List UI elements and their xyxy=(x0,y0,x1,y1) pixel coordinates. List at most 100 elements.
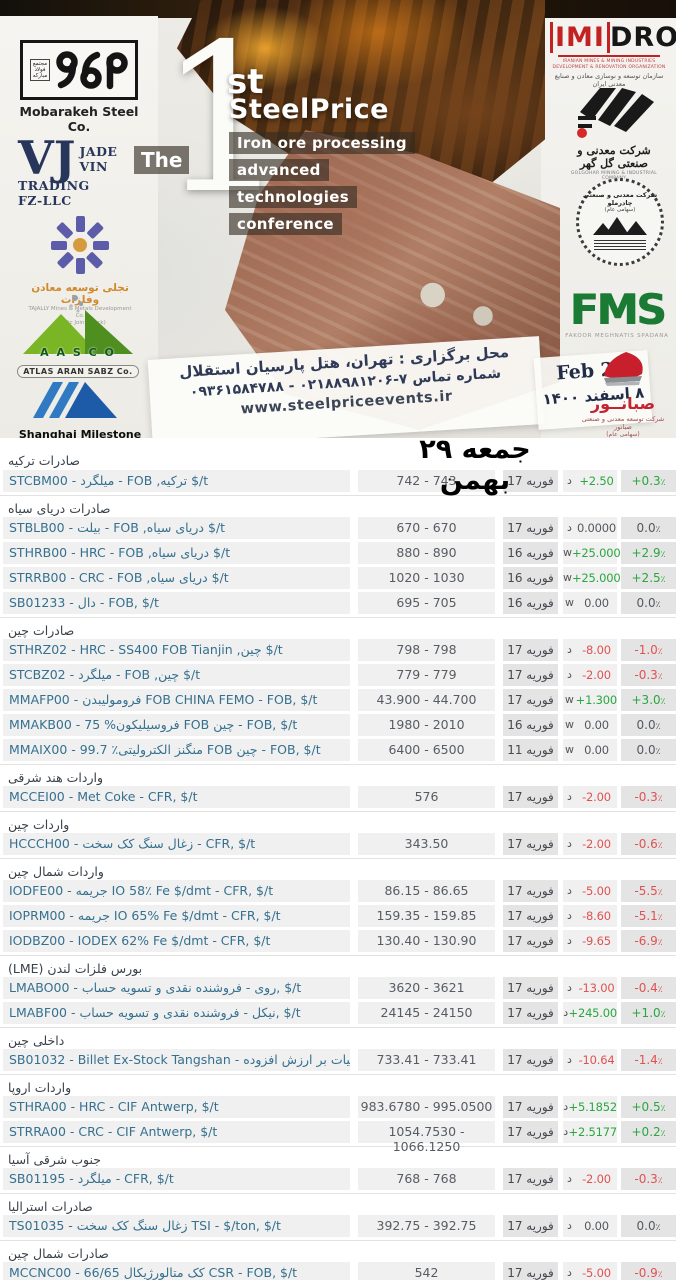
change-percent: +0.5٪ xyxy=(621,1096,676,1118)
price-range: 670 - 670 xyxy=(358,517,495,539)
price-row[interactable]: STHRZ02 - HRC - SS400 FOB Tianjin ,چین $… xyxy=(3,639,676,661)
change-percent-value: +3.0 xyxy=(631,693,661,707)
change-value: +2.50 xyxy=(579,474,614,488)
assessment-date: فوریه 16 xyxy=(503,592,558,614)
change-percent: +2.5٪ xyxy=(621,567,676,589)
change-value: -2.00 xyxy=(582,668,611,682)
logo-jade-vin-trading: VJ JADE VIN TRADING FZ-LLC xyxy=(18,131,148,208)
frequency-flag: w xyxy=(563,571,572,584)
frequency-and-change: د -5.00 xyxy=(563,880,617,902)
section-header: بورس فلزات لندن (LME) xyxy=(0,955,676,977)
price-range: 159.35 - 159.85 xyxy=(358,905,495,927)
price-row[interactable]: LMABO00 - روی - فروشنده نقدی و تسویه حسا… xyxy=(3,977,676,999)
change-percent-value: -0.9 xyxy=(634,1266,658,1280)
frequency-flag: د xyxy=(567,1172,572,1185)
price-row[interactable]: IODBZ00 - IODEX 62% Fe $/dmt - CFR, $/t … xyxy=(3,930,676,952)
change-percent-value: +2.5 xyxy=(631,571,661,585)
section-title: صادرات چین xyxy=(8,623,75,638)
logo-chadormalu: شرکت معدنی و صنعتی چادرملو (سهامی عام) xyxy=(572,178,668,266)
price-row[interactable]: MMAIX00 - 99.7 ٪منگنز الکترولیتی FOB چین… xyxy=(3,739,676,761)
change-percent-value: +0.5 xyxy=(631,1100,661,1114)
change-percent-value: -5.5 xyxy=(634,884,658,898)
tajally-subcaption: TAJALLY Mines & Metals Development Co. xyxy=(28,306,132,319)
frequency-flag: د xyxy=(567,884,572,897)
price-row[interactable]: STBLB00 - بیلت - FOB ,دریای سیاه $/t 670… xyxy=(3,517,676,539)
price-row[interactable]: STRRB00 - CRC - FOB ,دریای سیاه $/t 1020… xyxy=(3,567,676,589)
chadormalu-hatch xyxy=(594,240,646,250)
subtitle-line: advanced xyxy=(229,159,329,181)
change-percent-value: -6.9 xyxy=(634,934,658,948)
price-row[interactable]: HCCCH00 - زغال سنگ کک سخت - CFR, $/t 343… xyxy=(3,833,676,855)
imidro-sub-en: IRANIAN MINES & MINING INDUSTRIES xyxy=(562,59,656,64)
price-row[interactable]: SB01195 - میلگرد - CFR, $/t 768 - 768 فو… xyxy=(3,1168,676,1190)
change-percent: -6.9٪ xyxy=(621,930,676,952)
percent-sign: ٪ xyxy=(660,478,666,488)
price-row[interactable]: SB01032 - Billet Ex-Stock Tangshan - با … xyxy=(3,1049,676,1071)
instrument-name: LMABF00 - نیکل - فروشنده نقدی و تسویه حس… xyxy=(3,1002,350,1024)
imidro-imi: IMI xyxy=(550,22,610,53)
jade-vin-monogram: VJ xyxy=(18,131,76,185)
price-row[interactable]: STRRA00 - CRC - CIF Antwerp, $/t 1054.75… xyxy=(3,1121,676,1154)
logo-aasco: A A S C O ATLAS ARAN SABZ Co. xyxy=(16,292,140,378)
frequency-flag: w xyxy=(565,743,574,756)
assessment-date: فوریه 17 xyxy=(503,786,558,808)
instrument-name: STHRZ02 - HRC - SS400 FOB Tianjin ,چین $… xyxy=(3,639,350,661)
jade-vin-line: JADE xyxy=(79,144,118,159)
change-percent: -0.4٪ xyxy=(621,977,676,999)
assessment-date: فوریه 17 xyxy=(503,639,558,661)
section-title: واردات اروپا xyxy=(8,1080,72,1095)
section-header: واردات هند شرقی xyxy=(0,764,676,786)
frequency-and-change: د 0.0000 xyxy=(563,517,617,539)
change-value: 0.0000 xyxy=(576,521,617,535)
imidro-rule xyxy=(558,55,660,57)
fms-subcaption: FAKOOR MEGHNATIS SPADANA xyxy=(565,333,669,339)
price-row[interactable]: STHRB00 - HRC - FOB ,دریای سیاه $/t 880 … xyxy=(3,542,676,564)
instrument-name: HCCCH00 - زغال سنگ کک سخت - CFR, $/t xyxy=(3,833,350,855)
price-row[interactable]: STHRA00 - HRC - CIF Antwerp, $/t 983.678… xyxy=(3,1096,676,1118)
change-percent: -0.3٪ xyxy=(621,786,676,808)
seal-line: مجتمع xyxy=(32,61,48,67)
percent-sign: ٪ xyxy=(657,841,663,851)
price-range: 779 - 779 xyxy=(358,664,495,686)
percent-sign: ٪ xyxy=(655,722,661,732)
chadormalu-caption-fa: شرکت معدنی و صنعتی چادرملو xyxy=(582,191,658,207)
change-percent: -0.6٪ xyxy=(621,833,676,855)
change-percent-value: +0.2 xyxy=(631,1125,661,1139)
aasco-triangles-icon xyxy=(23,295,133,354)
chadormalu-mountains-icon xyxy=(593,217,647,235)
instrument-name: MCCEI00 - Met Coke - CFR, $/t xyxy=(3,786,350,808)
price-row[interactable]: SB01233 - دال - FOB, $/t 695 - 705 فوریه… xyxy=(3,592,676,614)
frequency-flag: w xyxy=(565,718,574,731)
percent-sign: ٪ xyxy=(657,647,663,657)
sabanour-title: صبانــور xyxy=(590,394,656,413)
section-header: صادرات شمال چین xyxy=(0,1240,676,1262)
change-value: 0.00 xyxy=(584,718,609,732)
percent-sign: ٪ xyxy=(655,747,661,757)
change-value: +2.5177 xyxy=(568,1125,618,1139)
percent-sign: ٪ xyxy=(657,1057,663,1067)
price-row[interactable]: MMAKB00 - 75 %فروسیلیکون FOB چین - FOB, … xyxy=(3,714,676,736)
frequency-and-change: د +245.00 xyxy=(563,1002,617,1024)
section-title: صادرات استرالیا xyxy=(8,1199,93,1214)
price-row[interactable]: IOPRM00 - جریمه IO 65% Fe $/dmt - CFR, $… xyxy=(3,905,676,927)
price-row[interactable]: LMABF00 - نیکل - فروشنده نقدی و تسویه حس… xyxy=(3,1002,676,1024)
logo-sabanour: صبانــور شرکت توسعه معدنی و صنعتی صبانور… xyxy=(578,348,668,438)
seal-line: مبارکه xyxy=(32,73,48,79)
price-row[interactable]: STCBZ02 - میلگرد - FOB ,چین $/t 779 - 77… xyxy=(3,664,676,686)
price-row[interactable]: MCCEI00 - Met Coke - CFR, $/t 576 فوریه … xyxy=(3,786,676,808)
assessment-date: فوریه 17 xyxy=(503,517,558,539)
frequency-flag: د xyxy=(567,668,572,681)
price-row[interactable]: STCBM00 - میلگرد - FOB ,ترکیه $/t 742 - … xyxy=(3,470,676,492)
price-row[interactable]: MMAFP00 - فرومولیبدن FOB CHINA FEMO - FO… xyxy=(3,689,676,711)
tajally-pinwheel-icon xyxy=(51,216,109,274)
price-row[interactable]: IODFE00 - جریمه IO 58٪ Fe $/dmt - CFR, $… xyxy=(3,880,676,902)
frequency-and-change: w 0.00 xyxy=(563,714,617,736)
price-range: 3620 - 3621 xyxy=(358,977,495,999)
percent-sign: ٪ xyxy=(660,697,666,707)
price-row[interactable]: TS01035 - زغال سنگ کک سخت TSI - $/ton, $… xyxy=(3,1215,676,1237)
section-title: صادرات دریای سیاه xyxy=(8,501,111,516)
logo-mobarakeh-steel: مجتمع فولاد مبارکه Mobarakeh Steel Co. xyxy=(12,40,146,134)
price-row[interactable]: MCCNC00 - 66/65 کک متالورژیکال CSR - FOB… xyxy=(3,1262,676,1280)
jade-vin-line: VIN TRADING xyxy=(18,159,108,193)
change-percent-value: -0.3 xyxy=(634,790,658,804)
